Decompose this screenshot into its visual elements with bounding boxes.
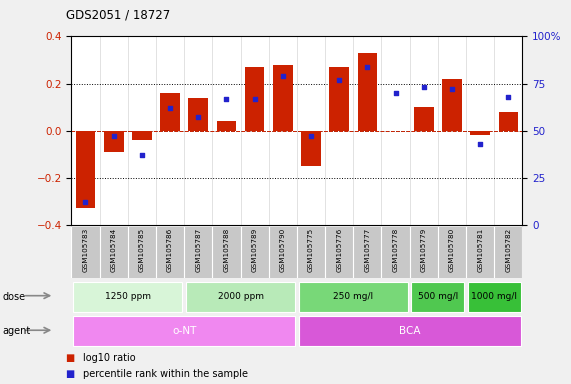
Bar: [357, 53, 377, 131]
Bar: [188, 98, 208, 131]
Point: [222, 96, 231, 102]
Bar: [468, 281, 521, 312]
Text: GSM105775: GSM105775: [308, 228, 314, 272]
Bar: [73, 316, 295, 346]
Text: dose: dose: [3, 291, 26, 302]
Bar: [299, 316, 521, 346]
Bar: [132, 131, 152, 140]
Bar: [411, 281, 464, 312]
Bar: [414, 107, 433, 131]
Text: GDS2051 / 18727: GDS2051 / 18727: [66, 8, 170, 21]
Bar: [245, 67, 264, 131]
Text: 500 mg/l: 500 mg/l: [418, 292, 458, 301]
Text: 1250 ppm: 1250 ppm: [104, 292, 151, 301]
Text: GSM105777: GSM105777: [364, 228, 371, 272]
Bar: [442, 79, 462, 131]
Text: GSM105782: GSM105782: [505, 228, 512, 272]
Bar: [75, 131, 95, 208]
Bar: [73, 281, 183, 312]
Text: 1000 mg/l: 1000 mg/l: [471, 292, 517, 301]
Point: [194, 114, 203, 121]
Point: [81, 199, 90, 205]
Point: [448, 86, 457, 92]
Text: GSM105784: GSM105784: [111, 228, 116, 272]
Bar: [471, 131, 490, 135]
Text: GSM105781: GSM105781: [477, 228, 483, 272]
Text: GSM105789: GSM105789: [252, 228, 258, 272]
Point: [391, 90, 400, 96]
Point: [250, 96, 259, 102]
Text: 2000 ppm: 2000 ppm: [218, 292, 264, 301]
Text: 250 mg/l: 250 mg/l: [333, 292, 373, 301]
Text: GSM105776: GSM105776: [336, 228, 342, 272]
Point: [166, 105, 175, 111]
Point: [476, 141, 485, 147]
Text: GSM105790: GSM105790: [280, 228, 286, 272]
Point: [307, 133, 316, 139]
Text: GSM105785: GSM105785: [139, 228, 145, 272]
Text: log10 ratio: log10 ratio: [83, 353, 135, 362]
Text: BCA: BCA: [399, 326, 420, 336]
Text: agent: agent: [3, 326, 31, 336]
Point: [363, 63, 372, 70]
Point: [278, 73, 287, 79]
Point: [335, 77, 344, 83]
Bar: [299, 281, 408, 312]
Text: GSM105786: GSM105786: [167, 228, 173, 272]
Text: percentile rank within the sample: percentile rank within the sample: [83, 369, 248, 379]
Point: [504, 94, 513, 100]
Text: GSM105779: GSM105779: [421, 228, 427, 272]
Bar: [160, 93, 180, 131]
Point: [419, 84, 428, 90]
Bar: [216, 121, 236, 131]
Point: [109, 133, 118, 139]
Text: GSM105783: GSM105783: [82, 228, 89, 272]
Point: [137, 152, 146, 158]
Text: GSM105778: GSM105778: [393, 228, 399, 272]
Text: GSM105788: GSM105788: [223, 228, 230, 272]
Text: GSM105787: GSM105787: [195, 228, 201, 272]
Bar: [186, 281, 295, 312]
Bar: [104, 131, 123, 152]
Bar: [329, 67, 349, 131]
Text: GSM105780: GSM105780: [449, 228, 455, 272]
Bar: [301, 131, 321, 166]
Bar: [498, 112, 518, 131]
Text: ■: ■: [66, 369, 78, 379]
Text: ■: ■: [66, 353, 78, 362]
Text: o-NT: o-NT: [172, 326, 196, 336]
Bar: [273, 65, 293, 131]
